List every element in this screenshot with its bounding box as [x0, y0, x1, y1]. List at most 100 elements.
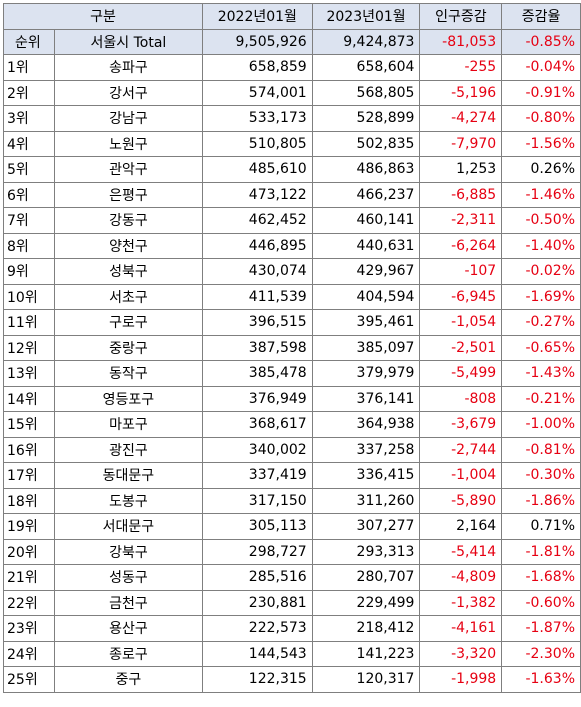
pop-2023-cell[interactable]: 218,412	[311, 615, 421, 642]
rank-cell[interactable]: 15위	[3, 411, 55, 438]
pop-2022-cell[interactable]: 574,001	[201, 79, 313, 106]
pop-2023-cell[interactable]: 379,979	[311, 360, 421, 387]
pop-2022-cell[interactable]: 144,543	[201, 640, 313, 667]
rank-cell[interactable]: 9위	[3, 258, 55, 285]
rate-cell[interactable]: -0.21%	[501, 385, 581, 412]
pop-2022-cell[interactable]: 122,315	[201, 666, 313, 693]
change-cell[interactable]: -1,004	[419, 462, 503, 489]
district-name-cell[interactable]: 금천구	[53, 589, 203, 616]
pop-2022-cell[interactable]: 462,452	[201, 207, 313, 234]
change-cell[interactable]: -4,809	[419, 564, 503, 591]
pop-2023-cell[interactable]: 658,604	[311, 54, 421, 81]
rank-cell[interactable]: 13위	[3, 360, 55, 387]
district-name-cell[interactable]: 구로구	[53, 309, 203, 336]
pop-2023-cell[interactable]: 293,313	[311, 538, 421, 565]
pop-2022-cell[interactable]: 385,478	[201, 360, 313, 387]
pop-2022-cell[interactable]: 298,727	[201, 538, 313, 565]
pop-2023-cell[interactable]: 486,863	[311, 156, 421, 183]
rate-cell[interactable]: -0.91%	[501, 79, 581, 106]
change-cell[interactable]: 1,253	[419, 156, 503, 183]
header-2022-jan[interactable]: 2022년01월	[201, 3, 313, 30]
district-name-cell[interactable]: 중구	[53, 666, 203, 693]
change-cell[interactable]: -6,885	[419, 181, 503, 208]
district-name-cell[interactable]: 광진구	[53, 436, 203, 463]
pop-2022-cell[interactable]: 658,859	[201, 54, 313, 81]
pop-2022-cell[interactable]: 317,150	[201, 487, 313, 514]
header-category[interactable]: 구분	[3, 3, 203, 30]
rate-cell[interactable]: 0.26%	[501, 156, 581, 183]
pop-2022-cell[interactable]: 473,122	[201, 181, 313, 208]
change-cell[interactable]: 2,164	[419, 513, 503, 540]
rank-cell[interactable]: 20위	[3, 538, 55, 565]
rank-cell[interactable]: 21위	[3, 564, 55, 591]
district-name-cell[interactable]: 송파구	[53, 54, 203, 81]
district-name-cell[interactable]: 강서구	[53, 79, 203, 106]
change-cell[interactable]: -5,499	[419, 360, 503, 387]
change-cell[interactable]: -808	[419, 385, 503, 412]
rank-cell[interactable]: 7위	[3, 207, 55, 234]
district-name-cell[interactable]: 중랑구	[53, 334, 203, 361]
district-name-cell[interactable]: 노원구	[53, 130, 203, 157]
pop-2023-cell[interactable]: 429,967	[311, 258, 421, 285]
pop-2023-cell[interactable]: 280,707	[311, 564, 421, 591]
change-cell[interactable]: -255	[419, 54, 503, 81]
rate-cell[interactable]: 0.71%	[501, 513, 581, 540]
total-rate-cell[interactable]: -0.85%	[501, 28, 581, 55]
change-cell[interactable]: -5,414	[419, 538, 503, 565]
rate-cell[interactable]: -1.40%	[501, 232, 581, 259]
pop-2022-cell[interactable]: 510,805	[201, 130, 313, 157]
district-name-cell[interactable]: 동대문구	[53, 462, 203, 489]
rank-cell[interactable]: 14위	[3, 385, 55, 412]
rate-cell[interactable]: -0.80%	[501, 105, 581, 132]
district-name-cell[interactable]: 강북구	[53, 538, 203, 565]
pop-2023-cell[interactable]: 311,260	[311, 487, 421, 514]
pop-2023-cell[interactable]: 307,277	[311, 513, 421, 540]
district-name-cell[interactable]: 성동구	[53, 564, 203, 591]
change-cell[interactable]: -2,311	[419, 207, 503, 234]
change-cell[interactable]: -4,274	[419, 105, 503, 132]
header-change-rate[interactable]: 증감율	[501, 3, 581, 30]
rank-cell[interactable]: 19위	[3, 513, 55, 540]
pop-2022-cell[interactable]: 446,895	[201, 232, 313, 259]
pop-2023-cell[interactable]: 376,141	[311, 385, 421, 412]
change-cell[interactable]: -3,320	[419, 640, 503, 667]
district-name-cell[interactable]: 강동구	[53, 207, 203, 234]
rank-cell[interactable]: 1위	[3, 54, 55, 81]
rank-cell[interactable]: 23위	[3, 615, 55, 642]
district-name-cell[interactable]: 양천구	[53, 232, 203, 259]
rank-cell[interactable]: 10위	[3, 283, 55, 310]
pop-2023-cell[interactable]: 120,317	[311, 666, 421, 693]
total-2022-cell[interactable]: 9,505,926	[201, 28, 313, 55]
district-name-cell[interactable]: 강남구	[53, 105, 203, 132]
pop-2022-cell[interactable]: 485,610	[201, 156, 313, 183]
change-cell[interactable]: -1,054	[419, 309, 503, 336]
rate-cell[interactable]: -1.00%	[501, 411, 581, 438]
change-cell[interactable]: -2,501	[419, 334, 503, 361]
rate-cell[interactable]: -2.30%	[501, 640, 581, 667]
change-cell[interactable]: -2,744	[419, 436, 503, 463]
pop-2022-cell[interactable]: 430,074	[201, 258, 313, 285]
pop-2023-cell[interactable]: 466,237	[311, 181, 421, 208]
pop-2023-cell[interactable]: 440,631	[311, 232, 421, 259]
district-name-cell[interactable]: 서대문구	[53, 513, 203, 540]
district-name-cell[interactable]: 도봉구	[53, 487, 203, 514]
district-name-cell[interactable]: 영등포구	[53, 385, 203, 412]
total-change-cell[interactable]: -81,053	[419, 28, 503, 55]
change-cell[interactable]: -5,196	[419, 79, 503, 106]
pop-2022-cell[interactable]: 340,002	[201, 436, 313, 463]
rate-cell[interactable]: -1.63%	[501, 666, 581, 693]
pop-2022-cell[interactable]: 305,113	[201, 513, 313, 540]
district-name-cell[interactable]: 은평구	[53, 181, 203, 208]
rank-cell[interactable]: 11위	[3, 309, 55, 336]
rate-cell[interactable]: -0.30%	[501, 462, 581, 489]
rate-cell[interactable]: -1.87%	[501, 615, 581, 642]
rank-cell[interactable]: 2위	[3, 79, 55, 106]
rank-cell[interactable]: 17위	[3, 462, 55, 489]
district-name-cell[interactable]: 동작구	[53, 360, 203, 387]
district-name-cell[interactable]: 관악구	[53, 156, 203, 183]
change-cell[interactable]: -6,945	[419, 283, 503, 310]
rate-cell[interactable]: -0.65%	[501, 334, 581, 361]
rate-cell[interactable]: -0.04%	[501, 54, 581, 81]
district-name-cell[interactable]: 서초구	[53, 283, 203, 310]
pop-2022-cell[interactable]: 337,419	[201, 462, 313, 489]
